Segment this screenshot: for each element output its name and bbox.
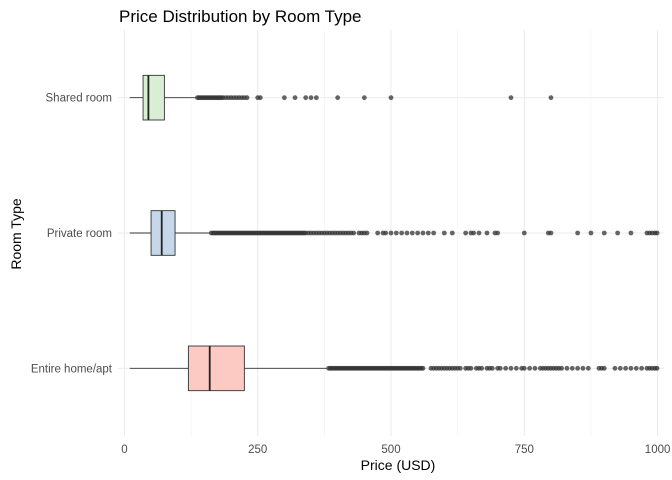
- outlier-point: [495, 230, 501, 236]
- x-axis-ticks: 0 250 500 750 1000: [121, 444, 670, 456]
- x-tick-label: 750: [515, 444, 534, 456]
- outlier-point: [532, 365, 538, 371]
- outlier-point: [281, 95, 287, 101]
- y-axis-ticks: Entire home/apt Private room Shared room: [31, 93, 113, 376]
- outlier-point: [612, 365, 618, 371]
- outlier-point: [623, 365, 629, 371]
- x-tick-label: 1000: [645, 444, 671, 456]
- outlier-point: [399, 230, 405, 236]
- outlier-point: [441, 230, 447, 236]
- outlier-point: [628, 365, 634, 371]
- outlier-point: [654, 230, 660, 236]
- outlier-point: [479, 365, 485, 371]
- outlier-point: [588, 230, 594, 236]
- outlier-point: [601, 365, 607, 371]
- outlier-point: [513, 365, 519, 371]
- outlier-point: [425, 230, 431, 236]
- outlier-point: [489, 365, 495, 371]
- x-axis-title: Price (USD): [361, 457, 436, 473]
- outlier-point: [303, 95, 309, 101]
- outlier-point: [508, 365, 514, 371]
- outlier-point: [639, 365, 645, 371]
- x-tick-label: 250: [248, 444, 267, 456]
- outlier-point: [244, 95, 250, 101]
- outlier-point: [383, 230, 389, 236]
- x-tick-label: 500: [381, 444, 400, 456]
- outlier-point: [569, 365, 575, 371]
- y-tick-label: Entire home/apt: [31, 363, 113, 375]
- outlier-point: [548, 230, 554, 236]
- outlier-point: [508, 95, 514, 101]
- outlier-point: [564, 365, 570, 371]
- outlier-point: [484, 230, 490, 236]
- outlier-point: [257, 95, 263, 101]
- outlier-point: [559, 365, 565, 371]
- chart-title: Price Distribution by Room Type: [119, 7, 362, 26]
- outlier-point: [463, 230, 469, 236]
- boxplot-layer: [129, 74, 328, 392]
- y-tick-label: Private room: [47, 228, 112, 240]
- outlier-point: [393, 230, 399, 236]
- iqr-box: [187, 345, 245, 392]
- outlier-point: [292, 95, 298, 101]
- outlier-point: [351, 230, 357, 236]
- outlier-point: [585, 365, 591, 371]
- outlier-point: [335, 95, 341, 101]
- box-entire-home-apt: [129, 345, 328, 392]
- y-tick-label: Shared room: [46, 93, 112, 105]
- outlier-point: [404, 230, 410, 236]
- outlier-point: [503, 365, 509, 371]
- outlier-point: [313, 95, 319, 101]
- box-shared-room: [129, 74, 197, 121]
- outlier-point: [601, 230, 607, 236]
- outlier-point: [471, 230, 477, 236]
- iqr-box: [142, 74, 165, 121]
- outlier-point: [449, 230, 455, 236]
- outlier-point: [457, 365, 463, 371]
- outlier-points: [195, 95, 660, 371]
- outlier-point: [615, 230, 621, 236]
- outlier-point: [420, 365, 426, 371]
- x-tick-label: 0: [121, 444, 127, 456]
- outlier-point: [468, 365, 474, 371]
- y-axis-title: Room Type: [8, 198, 24, 270]
- outlier-point: [527, 365, 533, 371]
- outlier-point: [476, 230, 482, 236]
- outlier-point: [388, 95, 394, 101]
- outlier-point: [548, 95, 554, 101]
- outlier-point: [364, 230, 370, 236]
- outlier-point: [375, 230, 381, 236]
- outlier-point: [633, 365, 639, 371]
- outlier-point: [575, 365, 581, 371]
- outlier-point: [361, 95, 367, 101]
- outlier-point: [628, 230, 634, 236]
- outlier-point: [575, 230, 581, 236]
- outlier-point: [617, 365, 623, 371]
- box-private-room: [129, 210, 210, 256]
- outlier-point: [521, 230, 527, 236]
- iqr-box: [150, 210, 176, 256]
- outlier-point: [409, 230, 415, 236]
- outlier-point: [308, 95, 314, 101]
- outlier-point: [415, 230, 421, 236]
- outlier-point: [580, 365, 586, 371]
- outlier-point: [420, 230, 426, 236]
- outlier-point: [431, 230, 437, 236]
- outlier-point: [654, 365, 660, 371]
- outlier-point: [388, 230, 394, 236]
- outlier-point: [521, 365, 527, 371]
- outlier-point: [497, 365, 503, 371]
